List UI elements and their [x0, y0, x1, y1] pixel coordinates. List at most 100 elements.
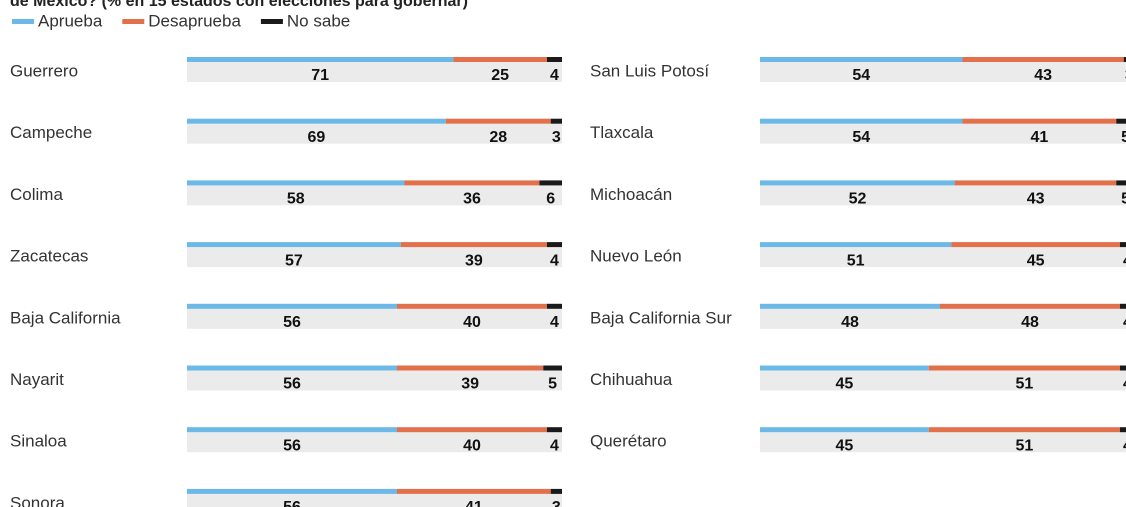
bar-background [760, 185, 1126, 206]
bar-segment [187, 180, 405, 186]
value-label: 51 [847, 252, 865, 269]
value-label: 4 [550, 67, 559, 84]
bar-segment [760, 118, 963, 124]
value-label: 39 [465, 252, 483, 269]
bar-segment [940, 303, 1120, 309]
value-label: 40 [463, 314, 481, 331]
bar-segment [547, 303, 562, 309]
value-label: 3 [1125, 67, 1126, 84]
bar-segment [1123, 57, 1126, 62]
bar-segment [550, 118, 562, 124]
value-label: 43 [1027, 191, 1045, 208]
legend: Aprueba Desaprueba No sabe [12, 11, 350, 30]
value-label: 43 [1034, 67, 1052, 84]
bar-segment [1120, 303, 1126, 309]
bar-segment [760, 242, 952, 248]
category-label: Chihuahua [590, 370, 673, 389]
value-label: 4 [550, 252, 559, 269]
bar-segment [404, 180, 540, 186]
value-label: 54 [852, 67, 870, 84]
bar-segment [397, 488, 551, 494]
value-label: 58 [287, 191, 305, 208]
legend-swatch [260, 19, 283, 24]
value-label: 4 [1123, 437, 1126, 454]
value-label: 36 [463, 191, 481, 208]
category-label: Sonora [10, 493, 65, 507]
value-label: 5 [1121, 129, 1126, 146]
bar-background [760, 308, 1126, 329]
bar-background [187, 123, 562, 144]
value-label: 4 [550, 437, 559, 454]
value-label: 56 [283, 437, 301, 454]
category-label: Nayarit [10, 370, 64, 389]
category-label: Colima [10, 185, 63, 204]
bar-background [760, 370, 1126, 391]
value-label: 48 [841, 314, 859, 331]
value-label: 56 [283, 499, 301, 507]
bar-background [187, 185, 562, 206]
category-label: Tlaxcala [590, 123, 654, 142]
value-label: 51 [1015, 437, 1033, 454]
bar-segment [951, 242, 1120, 248]
bar-segment [928, 365, 1120, 371]
bar-background [760, 123, 1126, 144]
value-label: 5 [548, 376, 557, 393]
bar-background [187, 432, 562, 453]
value-label: 45 [835, 376, 853, 393]
category-label: Zacatecas [10, 247, 88, 266]
legend-label: No sabe [287, 11, 350, 30]
bar-segment [760, 365, 929, 371]
value-label: 28 [489, 129, 507, 146]
bar-segment [1120, 427, 1126, 433]
bar-segment [400, 242, 547, 248]
bar-background [760, 62, 1126, 82]
value-label: 51 [1015, 376, 1033, 393]
bar-background [187, 493, 562, 507]
value-label: 25 [491, 67, 509, 84]
bar-segment [962, 118, 1117, 124]
bar-segment [187, 118, 446, 124]
bar-background [187, 62, 562, 82]
bar-segment [187, 427, 397, 433]
bar-segment [187, 242, 401, 248]
value-label: 41 [465, 499, 483, 507]
value-label: 4 [550, 314, 559, 331]
bar-segment [397, 427, 547, 433]
value-label: 69 [307, 129, 325, 146]
value-label: 41 [1030, 129, 1048, 146]
value-label: 48 [1021, 314, 1039, 331]
legend-swatch [12, 19, 34, 24]
bar-segment [547, 242, 562, 248]
category-label: Baja California Sur [590, 308, 732, 327]
bar-background [187, 247, 562, 268]
bar-background [187, 308, 562, 329]
bar-segment [1116, 118, 1126, 124]
bar-segment [397, 365, 544, 371]
value-label: 57 [285, 252, 303, 269]
legend-label: Aprueba [38, 11, 103, 30]
value-label: 45 [835, 437, 853, 454]
category-label: Sinaloa [10, 432, 67, 451]
value-label: 39 [461, 376, 479, 393]
value-label: 45 [1027, 252, 1045, 269]
bar-segment [445, 118, 551, 124]
value-label: 4 [1123, 314, 1126, 331]
bar-segment [1120, 365, 1126, 371]
value-label: 5 [1121, 191, 1126, 208]
bar-segment [962, 57, 1124, 62]
bar-segment [539, 180, 562, 186]
bar-segment [928, 427, 1120, 433]
category-label: Nuevo León [590, 247, 682, 266]
bar-segment [550, 488, 562, 494]
bar-segment [397, 303, 547, 309]
bar-background [760, 432, 1126, 453]
category-label: Guerrero [10, 61, 78, 80]
value-label: 40 [463, 437, 481, 454]
value-label: 71 [311, 67, 329, 84]
bar-segment [187, 488, 397, 494]
category-label: Campeche [10, 123, 92, 142]
value-label: 56 [283, 376, 301, 393]
bar-segment [187, 365, 397, 371]
legend-swatch [122, 19, 145, 24]
